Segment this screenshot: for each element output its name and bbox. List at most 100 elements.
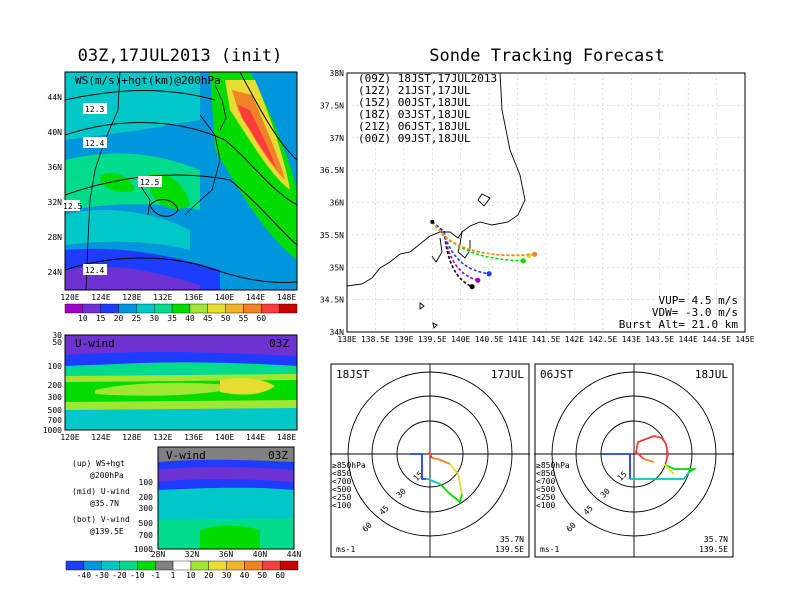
map-x-tick-label: 148E (277, 293, 296, 302)
hodo-lon: 139.5E (495, 545, 524, 554)
colorbar-tick-label: 35 (167, 314, 177, 323)
colorbar-tick-label: -40 (77, 571, 92, 580)
v-x-tick-label: 44N (287, 550, 302, 559)
hodo-trace (635, 435, 669, 463)
track-y-tick-label: 35.5N (320, 231, 344, 240)
hodo-unit: ms-1 (336, 545, 355, 554)
u-y-tick-label: 1000 (43, 426, 62, 435)
v-wind-title: V-wind (166, 449, 206, 462)
track-y-tick-label: 38N (330, 69, 345, 78)
v-y-tick-label: 100 (139, 478, 154, 487)
track-legend-entry: (21Z) 06JST,18JUL (358, 120, 471, 133)
colorbar-tick-label: 15 (96, 314, 106, 323)
map-y-tick-label: 40N (48, 128, 63, 137)
contour-labels: 12.3 12.4 12.5 12.5 12.4 (62, 103, 162, 275)
track-x-tick-label: 140E (451, 335, 470, 344)
hodo-level-label: <700 (332, 477, 351, 486)
colorbar-tick-label: 45 (203, 314, 213, 323)
contour-label: 12.5 (63, 202, 82, 211)
colorbar-swatch (154, 303, 173, 314)
hodo-level-label: <500 (536, 485, 555, 494)
u-y-tick-label: 700 (48, 416, 63, 425)
colorbar-swatch (278, 303, 298, 314)
map-panel-title: WS(m/s)+hgt(km)@200hPa (75, 74, 221, 87)
map-y-tick-label: 32N (48, 198, 63, 207)
track-legend-entry: (12Z) 21JST,17JUL (358, 84, 471, 97)
colorbar-swatch (225, 303, 244, 314)
u-x-tick-label: 136E (184, 433, 203, 442)
hodo-level-label: <700 (536, 477, 555, 486)
hodo-trace (663, 463, 698, 473)
track-endpoint (475, 277, 481, 283)
colorbar-swatch (208, 560, 227, 571)
colorbar-tick-label: 50 (221, 314, 231, 323)
note-sub: @139.5E (90, 527, 124, 536)
map-x-tick-label: 132E (153, 293, 172, 302)
hodo-trace (630, 471, 690, 480)
u-x-tick-label: 144E (246, 433, 265, 442)
track-x-tick-label: 143E (622, 335, 641, 344)
track-legend-entry: (15Z) 00JST,18JUL (358, 96, 471, 109)
right-title: Sonde Tracking Forecast (429, 46, 664, 66)
v-y-ticks: 100 200 300 500 700 1000 (134, 478, 153, 554)
colorbar-swatch (207, 303, 226, 314)
track-x-tick-label: 144.5E (702, 335, 731, 344)
ws-colorbar: 10 15 20 25 30 35 40 45 50 55 60 (64, 303, 298, 323)
colorbar-tick-label: 20 (114, 314, 124, 323)
colorbar-tick-label: 25 (132, 314, 142, 323)
track-x-ticks: 138E 138.5E 139E 139.5E 140E 140.5E 141E 141.5E… (337, 335, 754, 344)
colorbar-swatch (101, 560, 120, 571)
u-y-tick-label: 100 (48, 362, 63, 371)
hodo-time: 18JST (336, 368, 369, 381)
u-wind-time: 03Z (269, 337, 289, 350)
track-x-tick-label: 142E (565, 335, 584, 344)
colorbar-swatch (243, 303, 262, 314)
colorbar-tick-label: -30 (94, 571, 109, 580)
track-legend-entry: (00Z) 09JST,18JUL (358, 132, 471, 145)
panel-notes: (up) WS+hgt @200hPa (mid) U-wind @35.7N (bot… (72, 459, 130, 536)
hodo-level-label: <100 (332, 501, 351, 510)
hodo-lat: 35.7N (704, 535, 728, 544)
u-x-tick-label: 128E (122, 433, 141, 442)
v-x-tick-label: 32N (185, 550, 200, 559)
track-x-tick-label: 141.5E (532, 335, 561, 344)
map-y-tick-label: 28N (48, 233, 63, 242)
contour-label: 12.4 (85, 139, 104, 148)
hodo-trace (428, 451, 433, 459)
colorbar-tick-label: 55 (239, 314, 249, 323)
v-y-tick-label: 1000 (134, 545, 153, 554)
v-y-tick-label: 700 (139, 531, 154, 540)
u-x-tick-label: 140E (215, 433, 234, 442)
colorbar-swatch (64, 303, 84, 314)
hodo-time: 06JST (540, 368, 573, 381)
map-y-ticks: 24N 28N 32N 36N 40N 44N (48, 93, 63, 277)
colorbar-swatch (137, 560, 156, 571)
colorbar-swatch (65, 560, 85, 571)
colorbar-swatch (190, 560, 209, 571)
hodo-level-label: <850 (536, 469, 555, 478)
track-x-tick-label: 144E (679, 335, 698, 344)
contour-label: 12.5 (140, 178, 159, 187)
track-y-tick-label: 35N (330, 263, 345, 272)
colorbar-tick-label: 30 (149, 314, 159, 323)
map-y-tick-label: 24N (48, 268, 63, 277)
u-y-tick-label: 30 (52, 331, 62, 340)
track-y-ticks: 34N 34.5N 35N 35.5N 36N 36.5N 37N 37.5N 38N (320, 69, 344, 337)
u-x-tick-label: 124E (91, 433, 110, 442)
track-y-tick-label: 37.5N (320, 101, 344, 110)
u-x-tick-label: 132E (153, 433, 172, 442)
u-y-tick-label: 300 (48, 393, 63, 402)
colorbar-tick-label: 50 (257, 571, 267, 580)
v-x-tick-label: 28N (151, 550, 166, 559)
colorbar-swatch (100, 303, 119, 314)
colorbar-swatch (155, 560, 174, 571)
wind-speed-map: WS(m/s)+hgt(km)@200hPa 12.3 12.4 12.5 12… (48, 71, 298, 302)
colorbar-tick-label: -10 (130, 571, 145, 580)
colorbar-tick-label: 60 (275, 571, 285, 580)
info-vup: VUP= 4.5 m/s (659, 294, 738, 307)
v-y-tick-label: 500 (139, 519, 154, 528)
tracking-map: 138E 138.5E 139E 139.5E 140E 140.5E 141E 141.5E… (320, 69, 755, 344)
track-x-tick-label: 142.5E (588, 335, 617, 344)
colorbar-swatch (82, 303, 101, 314)
